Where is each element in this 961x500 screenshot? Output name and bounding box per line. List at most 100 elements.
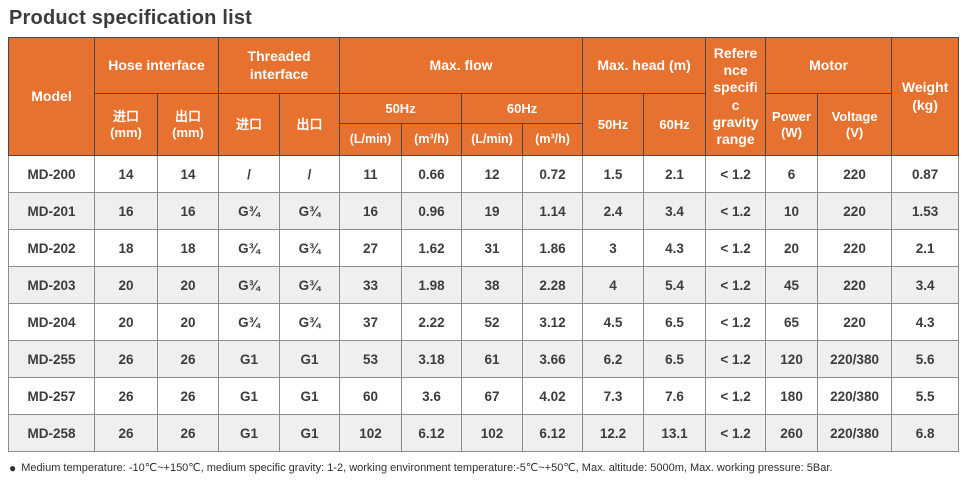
table-cell: 2.22 <box>401 303 463 341</box>
table-cell: < 1.2 <box>705 414 767 452</box>
table-cell: 1.14 <box>522 192 584 230</box>
table-cell: 20 <box>765 229 819 267</box>
table-cell: 6.5 <box>643 303 707 341</box>
table-cell: 10 <box>765 192 819 230</box>
table-cell: 45 <box>765 266 819 304</box>
col-header-gravity-range: Reference specific gravity range <box>705 37 767 156</box>
table-cell: 20 <box>156 303 220 341</box>
table-cell: 102 <box>461 414 524 452</box>
model-cell: MD-255 <box>8 340 95 378</box>
table-cell: 14 <box>94 155 158 193</box>
table-cell: 220 <box>817 303 893 341</box>
bullet-icon: ● <box>9 460 17 475</box>
table-cell: 16 <box>156 192 220 230</box>
table-cell: 220 <box>817 266 893 304</box>
table-cell: 1.5 <box>582 155 645 193</box>
table-cell: 220/380 <box>817 340 893 378</box>
table-cell: 4.5 <box>582 303 645 341</box>
table-cell: 12 <box>461 155 524 193</box>
table-cell: 16 <box>339 192 403 230</box>
table-cell: 1.98 <box>401 266 463 304</box>
table-cell: < 1.2 <box>705 192 767 230</box>
model-cell: MD-201 <box>8 192 95 230</box>
table-cell: G¾ <box>218 266 281 304</box>
table-cell: < 1.2 <box>705 229 767 267</box>
table-cell: 3.12 <box>522 303 584 341</box>
table-cell: 6.8 <box>891 414 960 452</box>
table-cell: 1.62 <box>401 229 463 267</box>
table-cell: G¾ <box>218 229 281 267</box>
table-cell: G¾ <box>279 266 341 304</box>
spec-table-header: Model Hose interface Threaded interface … <box>8 37 960 156</box>
table-row: MD-202 18 18 G¾ G¾ 27 1.62 31 1.86 3 4.3 < 1.2 20 220… <box>8 229 960 267</box>
table-cell: 53 <box>339 340 403 378</box>
table-cell: 20 <box>94 266 158 304</box>
table-cell: 2.1 <box>891 229 960 267</box>
col-header-motor: Motor <box>765 37 893 94</box>
footnote: ● Medium temperature: -10℃~+150℃, medium… <box>9 460 961 475</box>
table-cell: G1 <box>279 414 341 452</box>
table-cell: 2.28 <box>522 266 584 304</box>
table-cell: 65 <box>765 303 819 341</box>
table-cell: 4.02 <box>522 377 584 415</box>
table-cell: 220 <box>817 229 893 267</box>
col-header-lmin-50: (L/min) <box>339 123 403 156</box>
col-header-hose-outlet: 出口 (mm) <box>156 93 220 156</box>
table-cell: 180 <box>765 377 819 415</box>
table-cell: 26 <box>94 377 158 415</box>
table-cell: G¾ <box>279 229 341 267</box>
table-cell: 37 <box>339 303 403 341</box>
col-header-head-60hz: 60Hz <box>643 93 707 156</box>
table-cell: G¾ <box>218 303 281 341</box>
table-cell: / <box>279 155 341 193</box>
table-row: MD-201 16 16 G¾ G¾ 16 0.96 19 1.14 2.4 3.4 < 1.2 10 2… <box>8 192 960 230</box>
table-cell: 52 <box>461 303 524 341</box>
model-cell: MD-257 <box>8 377 95 415</box>
table-cell: 61 <box>461 340 524 378</box>
col-header-thread-outlet: 出口 <box>279 93 341 156</box>
col-header-max-head: Max. head (m) <box>582 37 707 94</box>
col-header-m3h-50: (m³/h) <box>401 123 463 156</box>
table-cell: 38 <box>461 266 524 304</box>
table-cell: 6.12 <box>401 414 463 452</box>
table-cell: < 1.2 <box>705 377 767 415</box>
table-cell: 4 <box>582 266 645 304</box>
table-cell: 6 <box>765 155 819 193</box>
footnote-text: Medium temperature: -10℃~+150℃, medium s… <box>21 462 833 474</box>
table-cell: 120 <box>765 340 819 378</box>
table-cell: 3.18 <box>401 340 463 378</box>
table-cell: 33 <box>339 266 403 304</box>
model-cell: MD-202 <box>8 229 95 267</box>
table-cell: 11 <box>339 155 403 193</box>
table-cell: 3 <box>582 229 645 267</box>
table-cell: G1 <box>218 377 281 415</box>
table-cell: 67 <box>461 377 524 415</box>
table-row: MD-257 26 26 G1 G1 60 3.6 67 4.02 7.3 7.6 < 1.2 180 2… <box>8 377 960 415</box>
table-row: MD-255 26 26 G1 G1 53 3.18 61 3.66 6.2 6.5 < 1.2 120… <box>8 340 960 378</box>
header-row-2: 进口 (mm) 出口 (mm) 进口 出口 50Hz 60Hz 50Hz 60H… <box>9 93 959 156</box>
table-cell: G1 <box>279 377 341 415</box>
col-header-weight: Weight (kg) <box>891 37 960 156</box>
table-cell: 3.4 <box>891 266 960 304</box>
table-cell: < 1.2 <box>705 155 767 193</box>
col-header-power: Power (W) <box>765 93 819 156</box>
table-cell: < 1.2 <box>705 303 767 341</box>
col-header-flow-60hz: 60Hz <box>461 93 584 124</box>
table-cell: 4.3 <box>891 303 960 341</box>
table-cell: 18 <box>156 229 220 267</box>
table-cell: G¾ <box>279 192 341 230</box>
spec-table: Model Hose interface Threaded interface … <box>8 37 960 452</box>
table-row: MD-200 14 14//11 0.66 12 0.72 1.5 2.1 < 1.2 6 220 0… <box>8 155 960 193</box>
col-header-voltage: Voltage (V) <box>817 93 893 156</box>
table-cell: 5.6 <box>891 340 960 378</box>
table-cell: 3.6 <box>401 377 463 415</box>
table-cell: 260 <box>765 414 819 452</box>
col-header-lmin-60: (L/min) <box>461 123 524 156</box>
spec-table-body: MD-200 14 14//11 0.66 12 0.72 1.5 2.1 < 1.2 6 220 0… <box>8 155 960 452</box>
table-cell: 0.72 <box>522 155 584 193</box>
table-cell: < 1.2 <box>705 340 767 378</box>
table-row: MD-203 20 20 G¾ G¾ 33 1.98 38 2.28 4 5.4 < 1.2 45 220… <box>8 266 960 304</box>
model-cell: MD-200 <box>8 155 95 193</box>
table-cell: 20 <box>156 266 220 304</box>
